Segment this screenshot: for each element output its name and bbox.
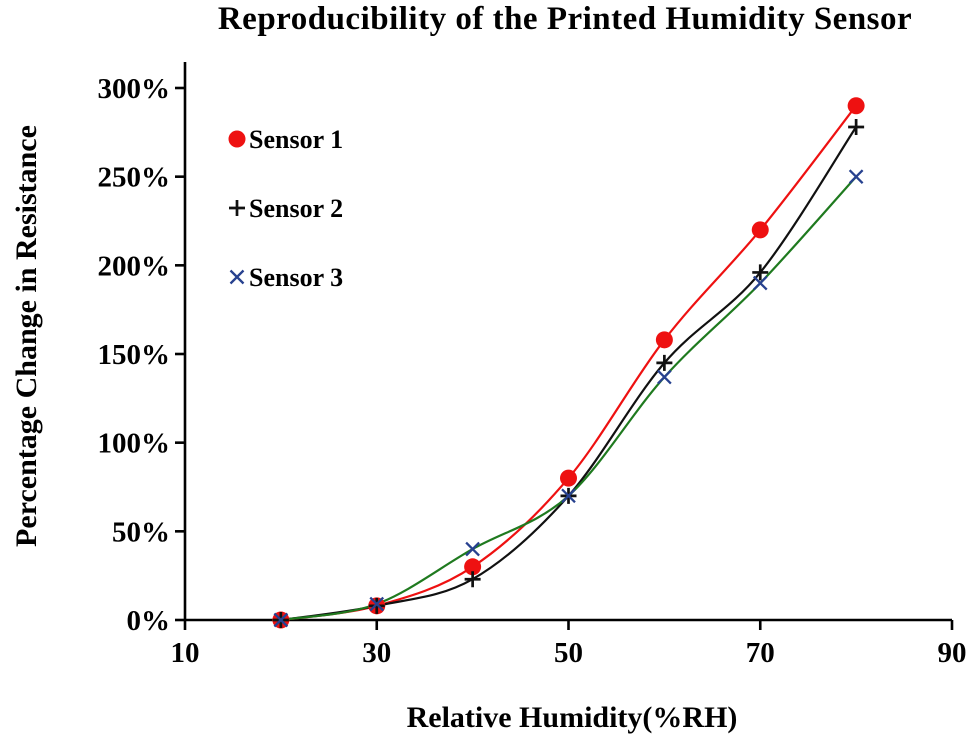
y-tick-label: 300% (98, 73, 171, 105)
y-tick-label: 150% (98, 339, 171, 371)
marker-sensor-1 (464, 558, 482, 576)
legend-label-sensor-3: Sensor 3 (249, 263, 343, 292)
x-tick-label: 10 (171, 637, 200, 669)
marker-sensor-2 (848, 119, 865, 136)
marker-sensor-2 (656, 354, 673, 371)
marker-sensor-3 (657, 369, 672, 385)
series-line-sensor-2 (280, 126, 858, 622)
marker-sensor-3 (848, 169, 864, 184)
marker-sensor-1 (751, 221, 769, 239)
marker-sensor-3 (561, 488, 576, 504)
marker-sensor-2 (464, 571, 481, 588)
legend-label-sensor-1: Sensor 1 (249, 125, 343, 154)
legend-marker-sensor-1 (228, 130, 246, 148)
x-tick-label: 50 (554, 637, 583, 669)
series-line-sensor-3 (280, 175, 857, 622)
marker-sensor-3 (752, 275, 768, 291)
legend-marker-sensor-2 (229, 200, 245, 216)
x-axis-title: Relative Humidity(%RH) (406, 701, 738, 734)
y-tick-label: 250% (98, 162, 171, 194)
marker-sensor-2 (752, 264, 769, 281)
y-tick-label: 0% (127, 605, 171, 637)
chart-title: Reproducibility of the Printed Humidity … (217, 1, 913, 37)
y-tick-label: 50% (112, 516, 170, 548)
legend: Sensor 1 Sensor 2 Sensor 3 (249, 125, 343, 292)
marker-sensor-1 (560, 469, 577, 487)
legend-label-sensor-2: Sensor 2 (249, 194, 343, 223)
y-tick-label: 100% (98, 428, 171, 460)
marker-sensor-1 (655, 331, 673, 349)
x-tick-label: 30 (362, 637, 391, 669)
marker-sensor-2 (368, 597, 385, 614)
marker-sensor-3 (369, 596, 385, 612)
x-tick-label: 90 (938, 637, 967, 669)
x-tick-label: 70 (746, 637, 775, 669)
legend-marker-sensor-3 (229, 269, 245, 285)
series-line-sensor-1 (280, 105, 857, 622)
y-tick-label: 200% (98, 250, 171, 282)
marker-sensor-1 (847, 97, 865, 115)
marker-sensor-3 (465, 541, 480, 557)
marker-sensor-3 (273, 612, 289, 628)
